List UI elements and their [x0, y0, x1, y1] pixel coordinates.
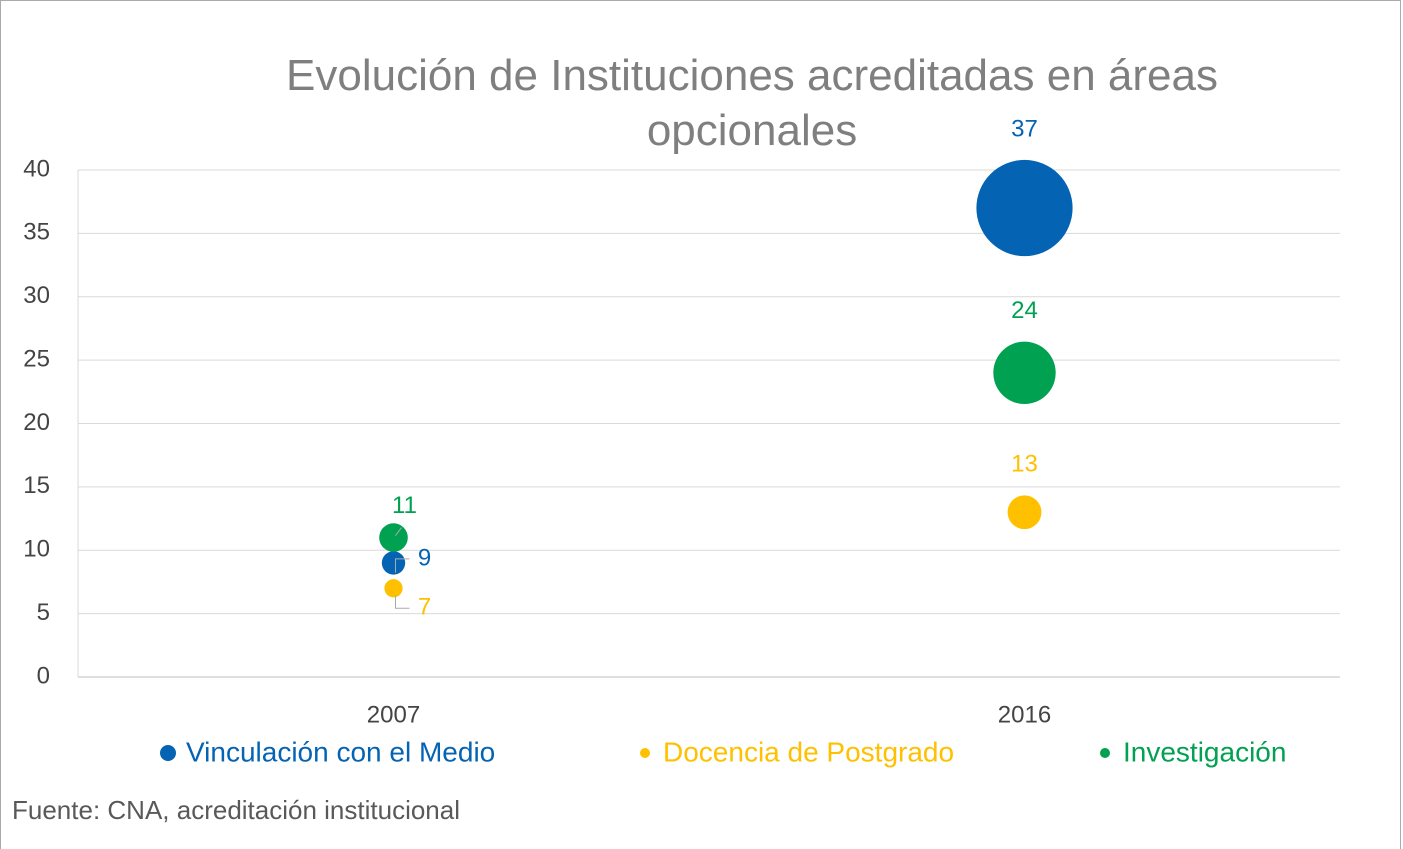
y-tick-label: 0 — [37, 662, 50, 689]
data-label: 24 — [1011, 297, 1038, 324]
bubble — [993, 341, 1056, 404]
chart-title: Evolución de Instituciones acreditadas e… — [286, 51, 1218, 100]
y-tick-label: 30 — [23, 282, 50, 309]
data-label: 7 — [418, 594, 431, 621]
data-label: 9 — [418, 544, 431, 571]
bubble — [384, 579, 403, 598]
y-tick-label: 40 — [23, 155, 50, 182]
legend-label: Docencia de Postgrado — [663, 736, 954, 767]
y-tick-label: 10 — [23, 536, 50, 563]
leader-line — [395, 595, 410, 609]
y-tick-label: 25 — [23, 345, 50, 372]
legend-marker — [640, 748, 650, 758]
leader-line — [395, 527, 402, 536]
title-text: opcionales — [647, 106, 857, 155]
legend-label: Vinculación con el Medio — [186, 736, 495, 767]
chart-title-line2: opcionales — [647, 106, 857, 155]
legend: Vinculación con el Medio Docencia de Post… — [160, 736, 1286, 767]
leader-line — [395, 558, 410, 573]
x-tick-label: 2016 — [998, 701, 1051, 728]
y-tick-label: 15 — [23, 472, 50, 499]
legend-label: Investigación — [1123, 736, 1286, 767]
x-tick-label: 2007 — [367, 701, 420, 728]
data-label: 37 — [1011, 115, 1038, 142]
y-tick-label: 35 — [23, 219, 50, 246]
data-label: 13 — [1011, 451, 1038, 478]
y-tick-label: 5 — [37, 599, 50, 626]
y-tick-label: 20 — [23, 409, 50, 436]
bubble — [381, 551, 406, 575]
bubble — [976, 159, 1073, 257]
title-text: Evolución de Instituciones acreditadas e… — [286, 51, 1218, 100]
data-label: 11 — [392, 492, 417, 519]
legend-marker — [160, 745, 176, 761]
bubble — [379, 523, 408, 552]
source-note: Fuente: CNA, acreditación institucional — [12, 795, 460, 825]
legend-marker — [1100, 748, 1110, 758]
bubble — [1007, 495, 1042, 530]
